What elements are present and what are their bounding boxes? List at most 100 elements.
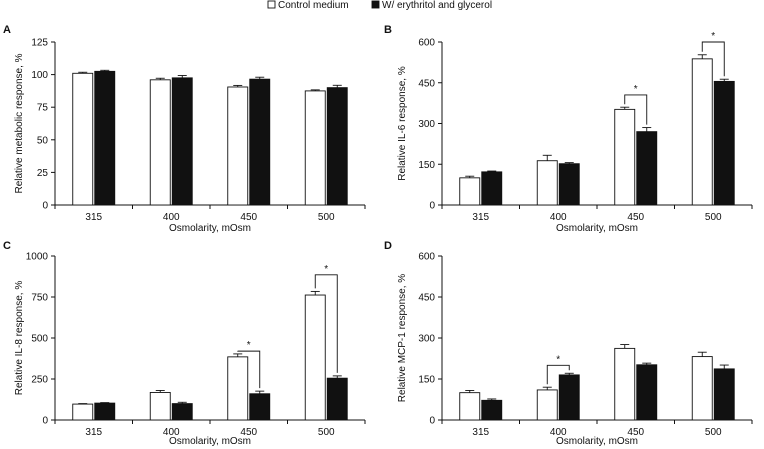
significance-star: *: [324, 264, 328, 275]
bar-treated-450: [636, 364, 658, 421]
bar-control-315: [459, 177, 481, 206]
x-axis-label: Osmolarity, mOsm: [556, 436, 638, 447]
legend-swatch-control: [267, 0, 276, 9]
bar-control-500: [691, 58, 713, 206]
significance-star: *: [556, 354, 560, 365]
panel-letter: A: [3, 24, 11, 36]
bar-control-450: [227, 356, 249, 421]
panel-d: D 0 150 300 450 600 315 400 450 500 Osmolarity, mO…: [384, 240, 753, 447]
panel-letter: B: [384, 24, 392, 36]
y-tick-label: 600: [418, 38, 435, 49]
bar-treated-400: [558, 163, 580, 206]
bar-treated-450: [249, 78, 271, 206]
y-axis-label: Relative MCP-1 response, %: [397, 274, 408, 402]
significance-bracket: [624, 94, 648, 125]
bar-treated-450: [636, 131, 658, 206]
x-tick-label: 400: [550, 212, 567, 223]
x-axis-label: Osmolarity, mOsm: [169, 223, 251, 234]
bar-control-400: [536, 160, 558, 206]
y-tick-label: 750: [31, 293, 48, 304]
x-axis-label: Osmolarity, mOsm: [556, 223, 638, 234]
significance-bracket: [701, 41, 725, 77]
x-tick-label: 500: [318, 427, 335, 438]
panel-b: B 0 150 300 450 600 315 400 450 500 Osmolarity, mO…: [384, 24, 753, 234]
x-tick-label: 500: [318, 212, 335, 223]
bar-control-450: [614, 347, 636, 421]
y-axis-label: Relative IL-6 response, %: [397, 66, 408, 181]
y-tick-label: 250: [31, 375, 48, 386]
bar-treated-500: [326, 87, 348, 206]
panel-c: C 0 250 500 750 1000 315 400 450 500 Osmolarity, m…: [3, 240, 366, 447]
legend: Control medium W/ erythritol and glycerol: [267, 0, 492, 11]
significance-bracket: [237, 350, 261, 389]
y-tick-label: 450: [418, 78, 435, 89]
bar-treated-315: [481, 399, 503, 421]
panel-letter: D: [384, 240, 392, 252]
x-tick-label: 450: [627, 427, 644, 438]
bar-treated-500: [713, 368, 735, 421]
panel-a: A 0 25 50 75 100 125 315 400 450 500 Osmolarity, mO…: [3, 24, 366, 234]
y-tick-label: 25: [37, 168, 49, 179]
y-tick-label: 0: [42, 201, 48, 212]
x-tick-label: 315: [472, 427, 489, 438]
y-tick-label: 150: [418, 375, 435, 386]
bar-treated-450: [249, 393, 271, 421]
bar-treated-400: [171, 403, 193, 421]
significance-bracket: [314, 274, 338, 373]
y-tick-label: 0: [429, 201, 435, 212]
y-tick-label: 300: [418, 334, 435, 345]
bar-treated-500: [326, 377, 348, 421]
x-tick-label: 450: [240, 427, 257, 438]
bar-control-500: [691, 356, 713, 421]
significance-star: *: [634, 84, 638, 95]
x-tick-label: 400: [163, 212, 180, 223]
panels: A 0 25 50 75 100 125 315 400 450 500 Osmolarity, mO…: [3, 24, 753, 447]
bar-treated-315: [94, 402, 116, 421]
x-tick-label: 450: [627, 212, 644, 223]
x-axis-label: Osmolarity, mOsm: [169, 436, 251, 447]
legend-label-treated: W/ erythritol and glycerol: [382, 0, 492, 11]
bar-control-450: [614, 108, 636, 206]
bar-control-315: [459, 392, 481, 421]
x-tick-label: 500: [705, 212, 722, 223]
x-tick-label: 450: [240, 212, 257, 223]
bar-control-450: [227, 86, 249, 206]
bar-control-315: [72, 403, 94, 421]
bar-treated-315: [481, 171, 503, 206]
y-tick-label: 300: [418, 119, 435, 130]
y-tick-label: 50: [37, 135, 49, 146]
x-tick-label: 315: [85, 427, 102, 438]
y-tick-label: 0: [42, 416, 48, 427]
y-axis-label: Relative metabolic response, %: [14, 53, 25, 193]
significance-star: *: [711, 31, 715, 42]
y-tick-label: 75: [37, 103, 49, 114]
y-tick-label: 450: [418, 293, 435, 304]
bar-control-315: [72, 72, 94, 206]
significance-star: *: [247, 340, 251, 351]
significance-bracket: [546, 364, 570, 385]
bar-control-400: [149, 391, 171, 421]
x-tick-label: 500: [705, 427, 722, 438]
y-tick-label: 150: [418, 160, 435, 171]
panel-letter: C: [3, 240, 11, 252]
x-tick-label: 400: [163, 427, 180, 438]
y-axis-label: Relative IL-8 response, %: [14, 281, 25, 396]
x-tick-label: 315: [85, 212, 102, 223]
bar-control-400: [149, 79, 171, 206]
legend-swatch-treated: [371, 0, 380, 9]
x-tick-label: 400: [550, 427, 567, 438]
legend-label-control: Control medium: [278, 0, 349, 11]
x-tick-label: 315: [472, 212, 489, 223]
y-tick-label: 1000: [26, 252, 49, 263]
bar-treated-500: [713, 80, 735, 206]
bar-treated-400: [171, 77, 193, 206]
y-tick-label: 600: [418, 252, 435, 263]
y-tick-label: 500: [31, 334, 48, 345]
bar-control-400: [536, 389, 558, 421]
bar-control-500: [304, 90, 326, 206]
bar-control-500: [304, 294, 326, 421]
y-tick-label: 0: [429, 416, 435, 427]
bar-treated-315: [94, 70, 116, 206]
bar-treated-400: [558, 374, 580, 421]
